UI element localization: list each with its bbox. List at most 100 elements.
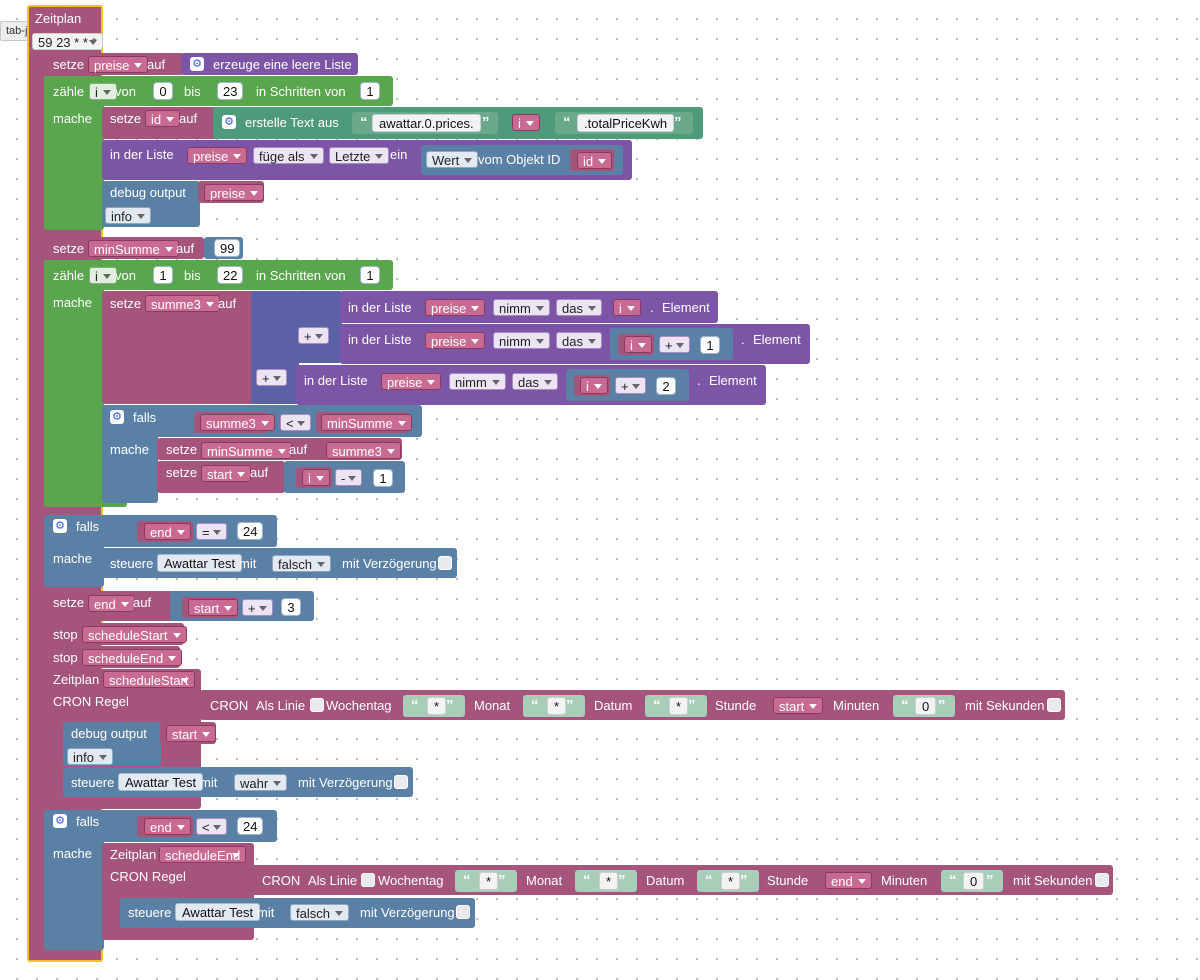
- minus-operator-dropdown[interactable]: -: [335, 469, 363, 486]
- var-preise-dropdown[interactable]: preise: [381, 373, 442, 390]
- compare-operator-dropdown[interactable]: <: [280, 414, 311, 431]
- plus-operator-dropdown[interactable]: +: [242, 599, 273, 616]
- create-empty-list-block[interactable]: [181, 53, 358, 75]
- var-end-dropdown[interactable]: end: [88, 595, 135, 612]
- as-line-checkbox[interactable]: [310, 698, 324, 712]
- var-i-dropdown[interactable]: i: [89, 83, 117, 100]
- var-preise-dropdown[interactable]: preise: [88, 56, 149, 73]
- device-name[interactable]: Awattar Test: [118, 773, 204, 791]
- weekday-value[interactable]: *: [479, 872, 499, 890]
- weekday-value[interactable]: *: [427, 697, 447, 715]
- var-end-dropdown[interactable]: end: [144, 523, 191, 540]
- from-value[interactable]: 0: [153, 82, 173, 100]
- gear-icon[interactable]: ⚙: [190, 57, 204, 71]
- insert-position-dropdown[interactable]: Letzte: [329, 147, 390, 164]
- var-preise-dropdown[interactable]: preise: [425, 332, 486, 349]
- to-value[interactable]: 23: [217, 82, 244, 100]
- var-preise-dropdown[interactable]: preise: [204, 184, 265, 201]
- insert-mode-dropdown[interactable]: füge als: [253, 147, 324, 164]
- var-start-dropdown[interactable]: start: [166, 725, 217, 742]
- get-mode-dropdown[interactable]: nimm: [493, 299, 550, 316]
- log-level-dropdown[interactable]: info: [67, 748, 113, 765]
- math-plus-outer[interactable]: [251, 291, 299, 404]
- minutes-value[interactable]: 0: [915, 697, 937, 715]
- index-mode-dropdown[interactable]: das: [556, 299, 602, 316]
- var-preise-dropdown[interactable]: preise: [425, 299, 486, 316]
- schedule-start-name[interactable]: scheduleStart: [103, 671, 195, 688]
- schedule-start-dropdown[interactable]: scheduleStart: [82, 626, 187, 643]
- gear-icon[interactable]: ⚙: [53, 814, 67, 828]
- count-loop-2[interactable]: [44, 260, 104, 505]
- var-minsumme-dropdown[interactable]: minSumme: [88, 240, 179, 257]
- step-value[interactable]: 1: [360, 82, 380, 100]
- count-loop-1-footer[interactable]: [44, 222, 104, 230]
- var-start-dropdown[interactable]: start: [188, 599, 239, 616]
- delay-checkbox[interactable]: [438, 556, 452, 570]
- count-loop-2-footer[interactable]: [44, 497, 127, 507]
- step-value[interactable]: 1: [360, 266, 380, 284]
- number-1[interactable]: 1: [373, 469, 393, 487]
- to-value[interactable]: 22: [217, 266, 244, 284]
- var-i-dropdown[interactable]: i: [512, 114, 540, 131]
- plus-operator-dropdown[interactable]: +: [256, 369, 287, 386]
- var-i-dropdown[interactable]: i: [624, 336, 652, 353]
- var-minsumme-dropdown[interactable]: minSumme: [321, 414, 412, 431]
- delay-checkbox[interactable]: [456, 905, 470, 919]
- value-dropdown[interactable]: falsch: [290, 904, 349, 921]
- number-3[interactable]: 3: [281, 598, 301, 616]
- plus-operator-dropdown[interactable]: +: [298, 327, 329, 344]
- var-start-dropdown[interactable]: start: [773, 697, 824, 714]
- log-level-dropdown[interactable]: info: [105, 207, 151, 224]
- var-end-dropdown[interactable]: end: [825, 872, 872, 889]
- var-summe3-dropdown[interactable]: summe3: [326, 442, 401, 459]
- plus-operator-dropdown[interactable]: +: [659, 336, 690, 353]
- device-name[interactable]: Awattar Test: [175, 903, 261, 921]
- value-type-dropdown[interactable]: Wert: [426, 151, 479, 168]
- get-mode-dropdown[interactable]: nimm: [449, 373, 506, 390]
- number-1[interactable]: 1: [700, 336, 720, 354]
- get-mode-dropdown[interactable]: nimm: [493, 332, 550, 349]
- var-end-dropdown[interactable]: end: [144, 818, 191, 835]
- if-block-1-footer[interactable]: [102, 493, 157, 503]
- as-line-checkbox[interactable]: [361, 873, 375, 887]
- month-value[interactable]: *: [547, 697, 567, 715]
- index-mode-dropdown[interactable]: das: [512, 373, 558, 390]
- var-id-dropdown[interactable]: id: [145, 110, 181, 127]
- gear-icon[interactable]: ⚙: [53, 519, 67, 533]
- var-id-dropdown[interactable]: id: [577, 152, 613, 169]
- var-i-dropdown[interactable]: i: [89, 267, 117, 284]
- compare-operator-dropdown[interactable]: =: [196, 523, 227, 540]
- var-start-dropdown[interactable]: start: [201, 465, 252, 482]
- var-minsumme-dropdown[interactable]: minSumme: [201, 442, 292, 459]
- from-value[interactable]: 1: [153, 266, 173, 284]
- string-prices[interactable]: awattar.0.prices.: [372, 114, 481, 132]
- var-i-dropdown[interactable]: i: [580, 377, 608, 394]
- delay-checkbox[interactable]: [394, 775, 408, 789]
- zeitplan-root-cron[interactable]: 59 23 * * *: [32, 33, 103, 50]
- date-value[interactable]: *: [721, 872, 741, 890]
- device-name[interactable]: Awattar Test: [157, 554, 243, 572]
- month-value[interactable]: *: [599, 872, 619, 890]
- seconds-checkbox[interactable]: [1047, 698, 1061, 712]
- var-summe3-dropdown[interactable]: summe3: [145, 295, 220, 312]
- schedule-end-name[interactable]: scheduleEnd: [159, 846, 247, 863]
- var-i-dropdown[interactable]: i: [613, 299, 641, 316]
- compare-operator-dropdown[interactable]: <: [196, 818, 227, 835]
- value-dropdown[interactable]: falsch: [272, 555, 331, 572]
- var-summe3-dropdown[interactable]: summe3: [200, 414, 275, 431]
- index-mode-dropdown[interactable]: das: [556, 332, 602, 349]
- number-2[interactable]: 2: [656, 377, 676, 395]
- date-value[interactable]: *: [669, 697, 689, 715]
- seconds-checkbox[interactable]: [1095, 873, 1109, 887]
- number-24[interactable]: 24: [237, 522, 264, 540]
- minutes-value[interactable]: 0: [963, 872, 985, 890]
- gear-icon[interactable]: ⚙: [222, 115, 236, 129]
- value-dropdown[interactable]: wahr: [234, 774, 288, 791]
- plus-operator-dropdown[interactable]: +: [615, 377, 646, 394]
- gear-icon[interactable]: ⚙: [110, 410, 124, 424]
- schedule-end-dropdown[interactable]: scheduleEnd: [82, 649, 183, 666]
- number-99[interactable]: 99: [214, 239, 241, 257]
- var-preise-dropdown[interactable]: preise: [187, 147, 248, 164]
- string-total[interactable]: .totalPriceKwh: [577, 114, 675, 132]
- number-24[interactable]: 24: [237, 817, 264, 835]
